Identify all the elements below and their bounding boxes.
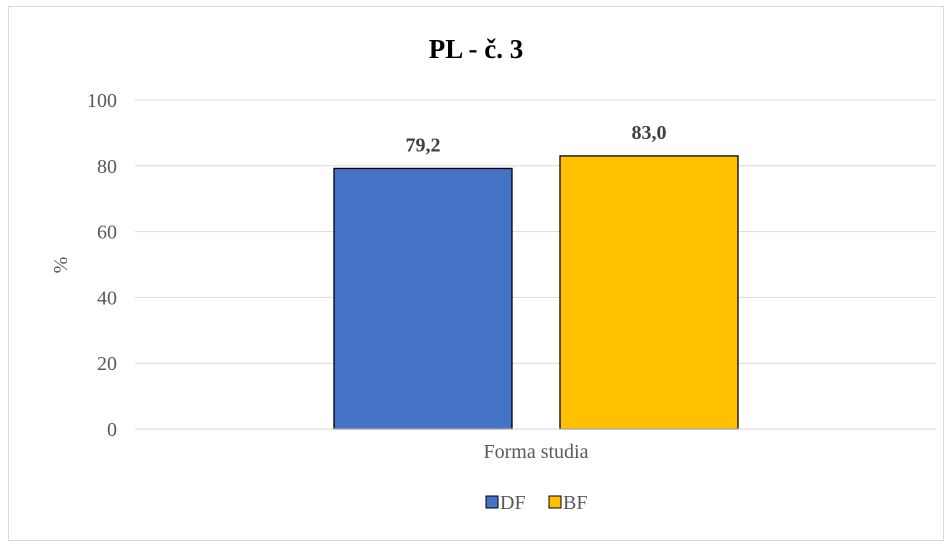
legend-swatch-df — [485, 495, 499, 509]
legend-label-df: DF — [500, 492, 526, 514]
y-tick-label: 60 — [97, 222, 117, 244]
legend-swatch-bf — [548, 495, 562, 509]
y-tick-label: 100 — [87, 90, 117, 112]
y-tick-label: 0 — [107, 419, 117, 441]
bars — [333, 155, 739, 430]
data-label-df: 79,2 — [406, 134, 441, 156]
bar-bf — [559, 155, 739, 430]
y-tick-label: 80 — [97, 156, 117, 178]
legend: DF BF — [485, 492, 587, 514]
data-label-bf: 83,0 — [632, 122, 667, 144]
y-axis-label: % — [50, 257, 72, 274]
chart-title: PL - č. 3 — [429, 34, 524, 64]
data-labels: 79,2 83,0 — [406, 122, 667, 157]
y-tick-label: 40 — [97, 287, 117, 309]
x-category-label: Forma studia — [484, 441, 589, 463]
bar-df — [333, 167, 513, 430]
gridlines — [135, 99, 936, 364]
legend-label-bf: BF — [563, 492, 587, 514]
y-axis-ticks: 0 20 40 60 80 100 — [87, 90, 117, 441]
y-tick-label: 20 — [97, 353, 117, 375]
